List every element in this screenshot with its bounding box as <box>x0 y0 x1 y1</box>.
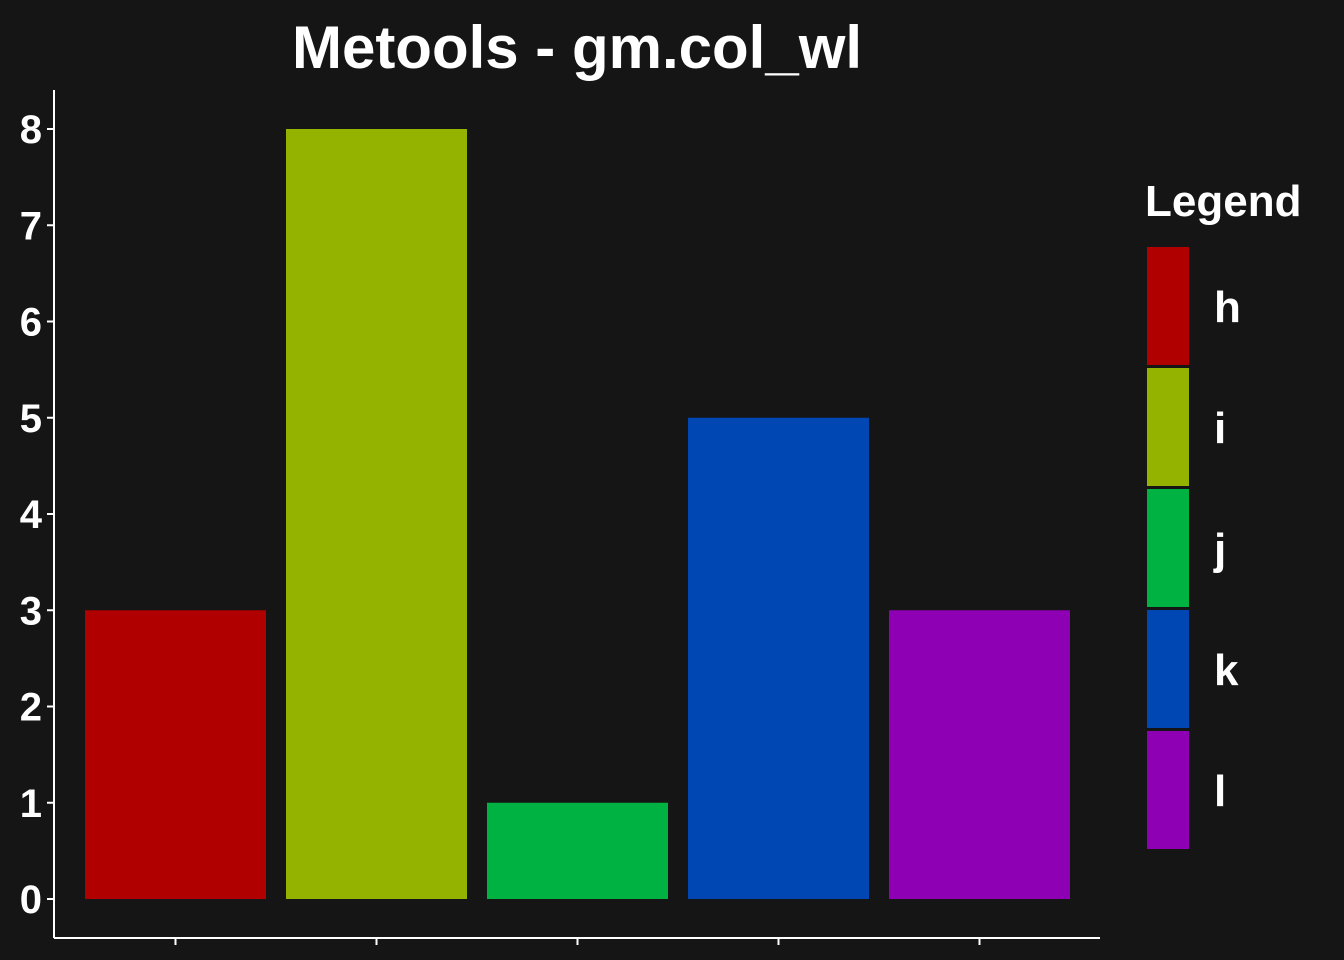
bar-h <box>85 610 266 899</box>
bars-group <box>85 129 1070 899</box>
y-tick-label: 1 <box>20 782 42 826</box>
legend-key-k <box>1147 610 1189 728</box>
bar-l <box>889 610 1070 899</box>
legend-label-h: h <box>1214 283 1241 332</box>
legend-label-l: l <box>1214 767 1226 816</box>
legend-key-i <box>1147 368 1189 486</box>
y-tick-label: 5 <box>20 397 42 441</box>
y-tick-label: 0 <box>20 878 42 922</box>
legend-title: Legend <box>1145 177 1301 226</box>
y-tick-label: 3 <box>20 589 42 633</box>
bar-i <box>286 129 467 899</box>
y-tick-label: 2 <box>20 686 42 730</box>
bar-k <box>688 417 869 899</box>
x-axis-ticks <box>174 938 981 945</box>
y-tick-label: 6 <box>20 301 42 345</box>
legend-key-l <box>1147 731 1189 849</box>
y-tick-label: 7 <box>20 204 42 248</box>
legend-key-h <box>1147 247 1189 365</box>
bar-j <box>487 802 668 899</box>
legend-entries: h i j k l <box>1147 247 1241 849</box>
y-axis-ticks: 0 1 2 3 4 5 6 7 8 <box>20 108 54 922</box>
legend-label-k: k <box>1214 646 1239 695</box>
legend-key-j <box>1147 489 1189 607</box>
chart-title: Metools - gm.col_wl <box>292 14 862 81</box>
legend: Legend h i j k l <box>1145 177 1301 849</box>
legend-label-j: j <box>1213 525 1226 574</box>
y-tick-label: 8 <box>20 108 42 152</box>
y-tick-label: 4 <box>20 493 43 537</box>
plot-area: 0 1 2 3 4 5 6 7 8 <box>20 90 1100 945</box>
legend-label-i: i <box>1214 404 1226 453</box>
